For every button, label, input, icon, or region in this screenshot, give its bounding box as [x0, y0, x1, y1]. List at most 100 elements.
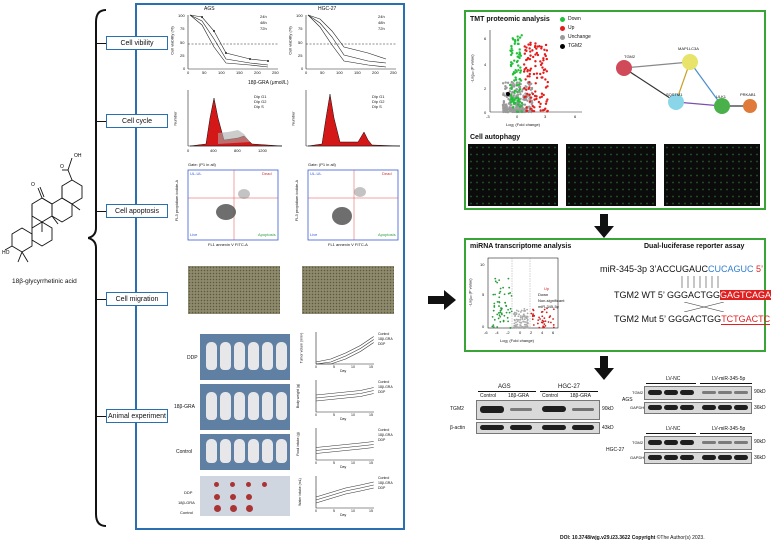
animal-legend-item: Control [378, 428, 390, 432]
tmt-point-up [543, 108, 546, 112]
mirna-point-nonsig [525, 323, 528, 326]
tmt-point-up [543, 68, 547, 71]
viability-legend-72h: 72h [260, 26, 267, 31]
tmt-point-down [517, 100, 520, 103]
mirna-point-down [505, 305, 508, 308]
blot2-lane-lvnc: LV-NC [666, 376, 681, 382]
tmt-point-up [527, 43, 530, 46]
mirna-point-down [494, 280, 497, 283]
mirna-point-up [544, 320, 547, 323]
category-cell-migration: Cell migration [106, 292, 168, 306]
tmt-point-down [511, 62, 514, 65]
mirna-point-nonsig [520, 321, 522, 324]
tmt-point-unchange [515, 88, 519, 91]
tmt-point-unchange [524, 85, 527, 88]
mir-seq-highlight: CUCAGUC [708, 264, 754, 274]
blot1-lane-18bgra: 18β-GRA [570, 393, 591, 399]
animal-legend-item: Control [378, 476, 390, 480]
animal-series-line [315, 390, 374, 399]
tmt-point-down [518, 56, 521, 60]
tmt-point-up [538, 96, 542, 99]
tmt-point-down [512, 38, 515, 41]
tmt-point-unchange [513, 85, 516, 88]
mirna-point-nonsig [514, 315, 516, 318]
mirna-point-down [503, 314, 506, 317]
tmt-point-down [517, 83, 521, 86]
animal-chart-tumor-volume-plot [315, 332, 374, 365]
tmt-point-up [534, 53, 537, 56]
tmt-point-unchange [504, 81, 507, 84]
tmt-point-up [535, 51, 539, 55]
tmt-point-up [523, 45, 526, 48]
cell-cycle-xtick: 800 [234, 148, 241, 153]
tmt-point-up [529, 96, 533, 99]
mirna-point-down [499, 320, 502, 323]
mirna-point-up [531, 318, 534, 321]
cell-cycle-xtick: 0 [187, 148, 190, 153]
tmt-point-up [534, 42, 537, 45]
mirna-point-nonsig [523, 310, 526, 312]
viability-hgc-xtick: 200 [372, 70, 379, 75]
mirna-point-nonsig [516, 320, 519, 323]
mirna-point-nonsig [515, 321, 517, 324]
blot1-row-bactin: β-actin [450, 425, 466, 431]
animal-xtick: 15 [369, 509, 373, 513]
tmt-point-unchange [505, 95, 509, 99]
protein-network: TGM2 MAP1LC3A SQSTM1 ULK1 PRKAB1 [610, 32, 762, 128]
mirna-xtick: -4 [495, 330, 499, 335]
tmt-point-up [544, 43, 548, 47]
tmt-point-up [531, 55, 535, 59]
tmt-point-unchange [530, 102, 533, 106]
apoptosis-hgc-live-label: Live [310, 232, 318, 237]
tmt-point-up [524, 95, 527, 98]
mirna-point-down [491, 325, 494, 328]
pairing-lines [681, 276, 719, 288]
mir-seq-suffix: 5’ [753, 264, 764, 274]
viability-ags-xtick: 100 [218, 70, 225, 75]
mice-label-18bgra: 18β-GRA [174, 404, 195, 410]
mirna-point-down [499, 287, 502, 290]
footer-copyright-rest: ©The Author(s) 2023. [655, 535, 705, 541]
mirna-point-up [532, 324, 535, 326]
viability-legend-48h: 48h [260, 20, 267, 25]
molecule-structure: O OH O HO [2, 140, 97, 285]
apoptosis-gate-label: Gate: (P1 in all) [188, 162, 216, 167]
mirna-point-up [538, 326, 541, 329]
tmt-point-up [528, 69, 532, 72]
mirna-point-nonsig [521, 318, 524, 321]
viability-ags-ytick: 75 [180, 26, 185, 31]
cell-cycle-hgc-legend-g2: Dip G2 [372, 99, 385, 104]
tmt-point-up [525, 46, 528, 49]
tmt-legend-down: Down [568, 16, 581, 22]
cell-cycle-legend-g2: Dip G2 [254, 99, 267, 104]
viability-hgc-legend-24h: 24h [378, 14, 385, 19]
tmt-point-up [524, 78, 527, 81]
animal-series-line [316, 342, 374, 365]
tmt-point-down [520, 104, 523, 107]
tmt-point-up [539, 72, 542, 76]
left-bracket [88, 9, 107, 527]
mirna-point-down [498, 292, 501, 295]
tgm2-wt-sequence: TGM2 WT 5’ GGGACTGGGAGTCAGA 3’ [614, 290, 773, 300]
apoptosis-hgc-dead-label: Dead [382, 171, 392, 176]
tmt-point-up [545, 49, 549, 52]
arrow-down-1 [594, 214, 614, 238]
mirna-point-up [552, 308, 555, 311]
mirna-legend-nonsig: Non-significant [538, 298, 565, 303]
tmt-point-up [529, 43, 532, 46]
tmt-point-down [515, 52, 519, 55]
mirna-point-nonsig [526, 326, 529, 329]
animal-legend-item: 18β-GRA [378, 481, 393, 485]
cell-cycle-ylabel: Number [172, 111, 178, 126]
tmt-point-up [540, 92, 544, 95]
mirna-point-down [494, 293, 496, 296]
tmt-point-down [509, 94, 513, 97]
animal-xtick: 5 [333, 365, 335, 369]
mutation-cross [683, 302, 725, 312]
mirna-point-nonsig [522, 313, 525, 316]
tmt-point-up [531, 92, 535, 96]
mirna-point-up [543, 317, 546, 320]
tmt-point-unchange [502, 103, 506, 106]
mirna-point-nonsig [523, 323, 526, 326]
mirna-point-down [508, 286, 511, 289]
